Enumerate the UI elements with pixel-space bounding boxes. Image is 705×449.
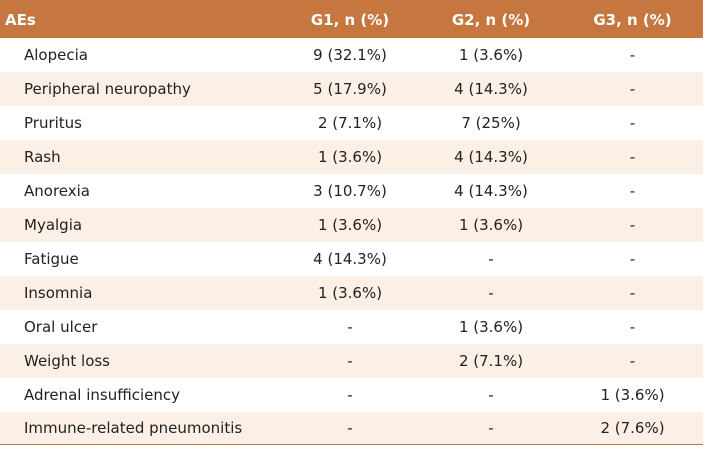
table-row: Adrenal insufficiency - - 1 (3.6%): [0, 378, 703, 412]
grade-count: 4 (14.3%): [313, 250, 387, 268]
grade-count: -: [347, 318, 353, 336]
grade-count: -: [629, 318, 636, 336]
table-row: Oral ulcer - 1 (3.6%) -: [0, 310, 703, 344]
grade-count: -: [420, 276, 562, 310]
header-cell: G1, n (%): [280, 0, 420, 38]
table-row: Pruritus 2 (7.1%) 7 (25%) -: [0, 106, 703, 140]
grade-count: 3 (10.7%): [313, 182, 387, 200]
grade-count: -: [562, 208, 703, 242]
ae-name: Anorexia: [24, 182, 90, 200]
table-row: Fatigue 4 (14.3%) - -: [0, 242, 703, 276]
table-row: Alopecia 9 (32.1%) 1 (3.6%) -: [0, 38, 703, 72]
ae-name: Alopecia: [24, 46, 88, 64]
header-row: AEs G1, n (%) G2, n (%) G3, n (%): [0, 0, 703, 38]
grade-count: -: [562, 276, 703, 310]
table-row: Myalgia 1 (3.6%) 1 (3.6%) -: [0, 208, 703, 242]
grade-count: -: [629, 46, 636, 64]
grade-count: 4 (14.3%): [454, 182, 528, 200]
grade-count: -: [562, 72, 703, 106]
grade-count: -: [420, 412, 562, 445]
grade-count: 9 (32.1%): [313, 46, 387, 64]
table-row: Anorexia 3 (10.7%) 4 (14.3%) -: [0, 174, 703, 208]
grade-count: 5 (17.9%): [280, 72, 420, 106]
grade-count: -: [488, 250, 494, 268]
grade-count: -: [562, 140, 703, 174]
ae-name: Weight loss: [0, 344, 280, 378]
grade-count: -: [347, 386, 353, 404]
grade-count: 4 (14.3%): [420, 72, 562, 106]
grade-count: -: [488, 386, 494, 404]
grade-count: 1 (3.6%): [600, 386, 665, 404]
header-cell: G2, n (%): [420, 0, 562, 38]
ae-name: Insomnia: [0, 276, 280, 310]
table-row: Insomnia 1 (3.6%) - -: [0, 276, 703, 310]
table-row: Immune-related pneumonitis - -2 (7.6%): [0, 412, 703, 445]
grade-count: 1 (3.6%): [280, 140, 420, 174]
table-row: Rash 1 (3.6%) 4 (14.3%) -: [0, 140, 703, 174]
grade-count: 1 (3.6%): [458, 46, 524, 64]
header-cell: G3, n (%): [562, 0, 703, 38]
grade-count: -: [629, 182, 636, 200]
grade-count: 7 (25%): [461, 114, 521, 132]
table-body: Alopecia 9 (32.1%) 1 (3.6%) - Peripheral neu…: [0, 38, 703, 445]
grade-count: -: [280, 412, 420, 445]
ae-name: Oral ulcer: [24, 318, 98, 336]
ae-name: Pruritus: [24, 114, 82, 132]
ae-name: Immune-related pneumonitis: [0, 412, 280, 445]
grade-count: 1 (3.6%): [420, 208, 562, 242]
ae-name: Rash: [0, 140, 280, 174]
grade-count: -: [629, 250, 636, 268]
header-cell: AEs: [0, 0, 280, 38]
grade-count: 2 (7.6%): [562, 412, 703, 445]
table-row: Weight loss -2 (7.1%) -: [0, 344, 703, 378]
grade-count: 1 (3.6%): [280, 208, 420, 242]
grade-count: -: [629, 114, 636, 132]
grade-count: -: [280, 344, 420, 378]
grade-count: 1 (3.6%): [458, 318, 524, 336]
table-row: Peripheral neuropathy 5 (17.9%) 4 (14.3%) -: [0, 72, 703, 106]
ae-name: Adrenal insufficiency: [24, 386, 180, 404]
ae-name: Fatigue: [24, 250, 79, 268]
table-header: AEs G1, n (%) G2, n (%) G3, n (%): [0, 0, 703, 38]
grade-count: 4 (14.3%): [420, 140, 562, 174]
ae-name: Myalgia: [0, 208, 280, 242]
grade-count: -: [562, 344, 703, 378]
grade-count: 2 (7.1%): [420, 344, 562, 378]
ae-name: Peripheral neuropathy: [0, 72, 280, 106]
grade-count: 2 (7.1%): [317, 114, 383, 132]
grade-count: 1 (3.6%): [280, 276, 420, 310]
